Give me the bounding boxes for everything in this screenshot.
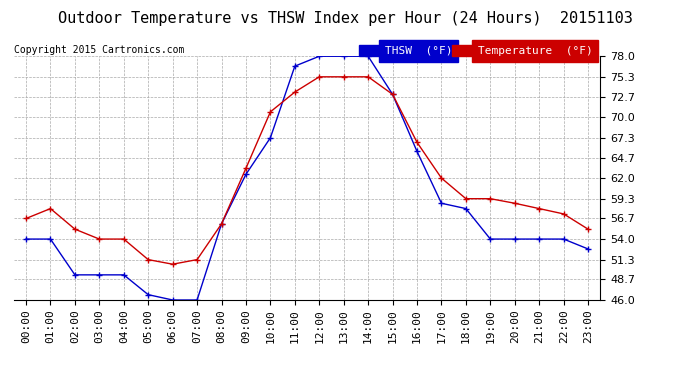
Text: Outdoor Temperature vs THSW Index per Hour (24 Hours)  20151103: Outdoor Temperature vs THSW Index per Ho… [57,11,633,26]
Text: Copyright 2015 Cartronics.com: Copyright 2015 Cartronics.com [14,45,184,55]
Legend: THSW  (°F), Temperature  (°F): THSW (°F), Temperature (°F) [357,42,595,58]
